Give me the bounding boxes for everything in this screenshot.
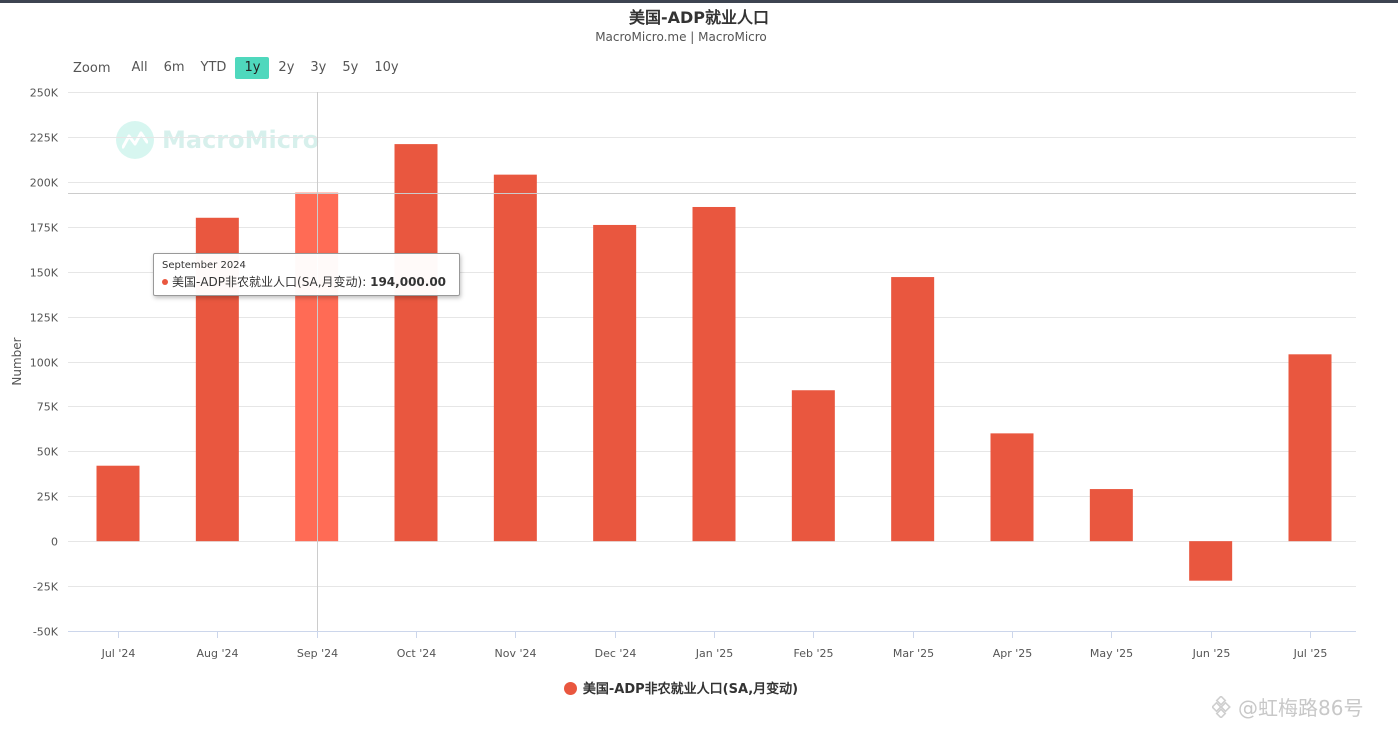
data-tooltip: September 2024 美国-ADP非农就业人口(SA,月变动): 194… bbox=[153, 253, 460, 296]
x-tick-label: Jan '25 bbox=[695, 647, 733, 660]
zoom-3y-button[interactable]: 3y bbox=[310, 60, 327, 75]
bar[interactable] bbox=[96, 465, 140, 542]
chart-title: 美国-ADP就业人口 bbox=[628, 8, 770, 27]
zoom-1y-button[interactable]: 1y bbox=[235, 57, 270, 79]
corner-watermark: @虹梅路86号 bbox=[1212, 692, 1363, 721]
zoom-6m-button[interactable]: 6m bbox=[163, 60, 185, 75]
watermark-brand-text: MacroMicro bbox=[162, 126, 320, 154]
y-tick-label: 50K bbox=[37, 446, 59, 459]
legend-series-label: 美国-ADP非农就业人口(SA,月变动) bbox=[582, 682, 799, 697]
corner-watermark-text: @虹梅路86号 bbox=[1238, 696, 1364, 720]
bar[interactable] bbox=[891, 277, 935, 542]
x-tick-label: Nov '24 bbox=[495, 647, 537, 660]
zoom-all-button[interactable]: All bbox=[131, 60, 148, 75]
y-axis-title: Number bbox=[10, 337, 24, 385]
grid-lines bbox=[68, 92, 1356, 632]
x-tick-label: Mar '25 bbox=[893, 647, 934, 660]
bar[interactable] bbox=[1189, 541, 1233, 581]
tooltip-value: 194,000.00 bbox=[370, 275, 447, 289]
zoom-bar: Zoom All 6m YTD 1y 2y 3y 5y 10y bbox=[73, 57, 408, 79]
x-tick-label: Jul '25 bbox=[1293, 647, 1328, 660]
bar[interactable] bbox=[493, 174, 537, 542]
bar[interactable] bbox=[593, 224, 637, 542]
x-tick-label: Jun '25 bbox=[1192, 647, 1231, 660]
bar-series bbox=[96, 144, 1332, 581]
y-tick-label: 0 bbox=[51, 536, 58, 549]
bar[interactable] bbox=[692, 206, 736, 542]
y-tick-label: 200K bbox=[30, 177, 59, 190]
tooltip-date: September 2024 bbox=[162, 260, 246, 271]
macromicro-watermark: MacroMicro bbox=[116, 121, 319, 159]
y-tick-label: 150K bbox=[30, 267, 59, 280]
zoom-2y-button[interactable]: 2y bbox=[278, 60, 295, 75]
bar[interactable] bbox=[1089, 489, 1133, 542]
top-border bbox=[0, 0, 1398, 3]
tooltip-row: 美国-ADP非农就业人口(SA,月变动): 194,000.00 bbox=[162, 273, 451, 290]
x-tick-label: Aug '24 bbox=[197, 647, 239, 660]
axes: -50K -25K 0 25K 50K 75K 100K 125K 150K 175K 200K 22… bbox=[10, 87, 1356, 660]
x-tick-label: Apr '25 bbox=[993, 647, 1033, 660]
macromicro-logo-icon bbox=[116, 121, 154, 159]
bar[interactable] bbox=[990, 433, 1034, 542]
x-tick-label: Jul '24 bbox=[101, 647, 136, 660]
zoom-5y-button[interactable]: 5y bbox=[342, 60, 359, 75]
y-tick-label: 75K bbox=[37, 401, 59, 414]
y-tick-label: 25K bbox=[37, 491, 59, 504]
chart-legend[interactable]: 美国-ADP非农就业人口(SA,月变动) bbox=[0, 678, 1362, 697]
x-tick-label: Feb '25 bbox=[794, 647, 834, 660]
bar[interactable] bbox=[394, 144, 438, 542]
x-tick-label: Dec '24 bbox=[595, 647, 637, 660]
y-tick-label: 125K bbox=[30, 312, 59, 325]
y-tick-label: 175K bbox=[30, 222, 59, 235]
diamond-logo-icon bbox=[1212, 695, 1231, 718]
chart-subtitle: MacroMicro.me | MacroMicro bbox=[595, 30, 767, 44]
tooltip-series-name: 美国-ADP非农就业人口(SA,月变动) bbox=[172, 275, 363, 289]
crosshair bbox=[68, 92, 1356, 631]
x-tick-label: May '25 bbox=[1090, 647, 1133, 660]
y-tick-label: 100K bbox=[30, 357, 59, 370]
bar[interactable] bbox=[1288, 354, 1332, 542]
zoom-10y-button[interactable]: 10y bbox=[374, 60, 399, 75]
zoom-ytd-button[interactable]: YTD bbox=[200, 60, 227, 75]
y-tick-label: 250K bbox=[30, 87, 59, 100]
bar[interactable] bbox=[295, 192, 339, 542]
zoom-label: Zoom bbox=[73, 60, 111, 76]
legend-series-marker bbox=[563, 682, 577, 695]
x-tick-label: Oct '24 bbox=[397, 647, 437, 660]
x-tick-label: Sep '24 bbox=[297, 647, 338, 660]
y-tick-label: 225K bbox=[30, 132, 59, 145]
bar[interactable] bbox=[791, 390, 835, 542]
y-tick-label: -25K bbox=[33, 581, 59, 594]
tooltip-series-marker bbox=[162, 279, 168, 285]
y-tick-label: -50K bbox=[33, 626, 59, 639]
